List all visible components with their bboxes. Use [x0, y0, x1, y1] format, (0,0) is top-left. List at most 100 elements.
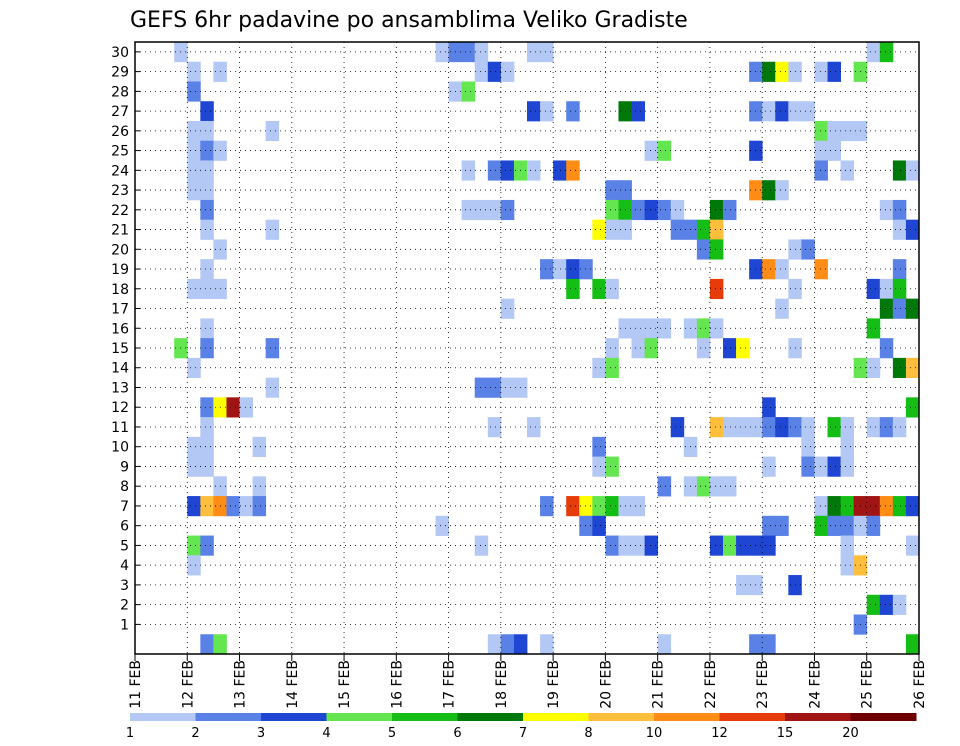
heatmap-cell [814, 61, 828, 82]
heatmap-cell [200, 278, 214, 300]
heatmap-cell [827, 456, 841, 477]
heatmap-cell [657, 199, 672, 221]
legend-swatch [523, 713, 589, 721]
heatmap-cell [840, 456, 855, 477]
heatmap-cell [879, 298, 894, 319]
y-tick-label: 24 [111, 163, 129, 179]
chart-title: GEFS 6hr padavine po ansamblima Veliko G… [130, 8, 688, 33]
heatmap-cell [187, 278, 201, 300]
y-tick-label: 16 [111, 321, 129, 337]
heatmap-cell [709, 219, 724, 240]
heatmap-cell [775, 101, 789, 122]
heatmap-cell [265, 219, 280, 240]
heatmap-cell [709, 278, 724, 300]
heatmap-cell [827, 417, 841, 438]
heatmap-cell [461, 199, 476, 221]
legend-swatch [654, 713, 720, 721]
y-tick-label: 20 [111, 242, 129, 258]
heatmap-cell [540, 101, 554, 122]
heatmap-cell [709, 239, 724, 260]
heatmap-cell [814, 456, 828, 477]
y-tick-label: 13 [111, 380, 129, 396]
heatmap-cell [487, 377, 502, 398]
heatmap-cell [657, 634, 672, 655]
heatmap-cell [631, 496, 645, 517]
legend-label: 7 [519, 726, 527, 741]
heatmap-cell [814, 259, 828, 280]
heatmap-cell [905, 357, 920, 379]
heatmap-cell [540, 634, 554, 655]
heatmap-cell [487, 634, 502, 655]
heatmap-cell [474, 42, 489, 63]
heatmap-cell [775, 259, 789, 280]
heatmap-cell [775, 515, 789, 536]
heatmap-cell [723, 338, 737, 359]
heatmap-cell [187, 140, 201, 161]
heatmap-cell [187, 496, 201, 517]
x-tick-label: 12 FEB [180, 660, 196, 709]
heatmap-cell [723, 476, 737, 497]
legend-swatch [588, 713, 655, 721]
heatmap-cell [762, 456, 776, 477]
heatmap-cell [592, 357, 606, 379]
y-tick-label: 10 [111, 440, 129, 456]
y-tick-label: 28 [111, 84, 129, 100]
heatmap-cell [513, 634, 528, 655]
heatmap-cell [879, 496, 894, 517]
heatmap-cell [866, 42, 881, 63]
heatmap-cell [605, 535, 619, 556]
heatmap-cell [187, 555, 201, 576]
heatmap-cell [696, 476, 711, 497]
heatmap-cell [892, 160, 907, 181]
heatmap-cell [187, 357, 201, 379]
heatmap-cell [200, 338, 214, 359]
heatmap-cell [762, 61, 776, 82]
heatmap-cell [540, 259, 554, 280]
heatmap-cell [252, 476, 267, 497]
heatmap-cell [592, 515, 606, 536]
heatmap-cell [892, 199, 907, 221]
heatmap-cell [566, 259, 580, 280]
y-tick-label: 23 [111, 183, 129, 199]
heatmap-cell [187, 180, 201, 201]
heatmap-cell [605, 496, 619, 517]
heatmap-cell [605, 219, 619, 240]
heatmap-cell [605, 180, 619, 201]
y-tick-label: 22 [111, 203, 129, 219]
heatmap-cell [892, 219, 907, 240]
heatmap-cell [775, 417, 789, 438]
heatmap-cell [879, 42, 894, 63]
heatmap-cell [187, 456, 201, 477]
heatmap-cell [527, 417, 541, 438]
x-tick-label: 11 FEB [128, 660, 144, 709]
heatmap-cell [239, 496, 253, 517]
heatmap-cell [500, 61, 515, 82]
heatmap-cell [696, 338, 711, 359]
heatmap-cell [631, 338, 645, 359]
heatmap-cell [866, 417, 881, 438]
heatmap-cell [879, 338, 894, 359]
heatmap-cell [474, 535, 489, 556]
heatmap-cell [487, 160, 502, 181]
heatmap-cell [905, 397, 920, 418]
legend-swatch [392, 713, 458, 721]
heatmap-cell [775, 61, 789, 82]
y-tick-label: 1 [120, 617, 129, 633]
heatmap-cell [775, 180, 789, 201]
heatmap-cell [566, 101, 580, 122]
heatmap-cell [814, 120, 828, 142]
x-tick-label: 16 FEB [389, 660, 405, 709]
heatmap-cell [644, 199, 659, 221]
heatmap-cell [801, 101, 815, 122]
heatmap-cell [500, 298, 515, 319]
heatmap-cell [905, 496, 920, 517]
heatmap-cell [631, 101, 645, 122]
heatmap-cell [905, 535, 920, 556]
heatmap-cell [801, 436, 815, 457]
heatmap-cell [553, 160, 567, 181]
heatmap-cell [265, 338, 280, 359]
heatmap-cell [592, 436, 606, 457]
legend-swatch [261, 713, 327, 721]
x-tick-label: 17 FEB [442, 660, 458, 709]
